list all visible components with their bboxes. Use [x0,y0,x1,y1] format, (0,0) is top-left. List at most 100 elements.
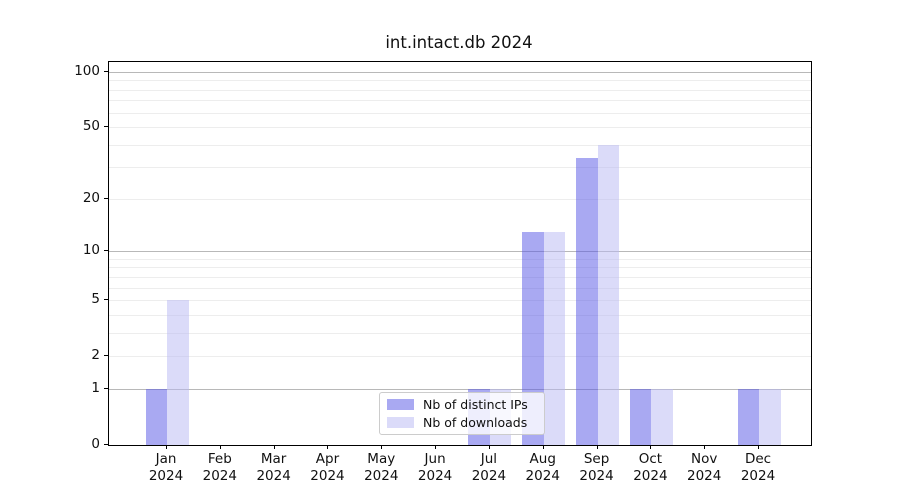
bar-downloads-aug [543,231,566,445]
x-label-month: Feb [207,451,232,467]
y-axis-tick-label: 100 [74,62,100,79]
x-axis-tick [488,445,490,449]
x-axis-tick-label: May 2024 [345,451,417,484]
legend-swatch-downloads [387,417,414,428]
x-label-month: Dec [744,451,772,467]
minor-gridline [109,100,811,102]
x-axis-tick-label: Feb 2024 [184,451,256,484]
legend-item-downloads: Nb of downloads [387,415,536,430]
major-gridline [109,251,811,253]
x-label-year: 2024 [364,467,399,484]
x-label-month: Jul [480,451,498,467]
y-axis-tick-label: 20 [82,189,100,206]
x-label-year: 2024 [148,467,184,484]
x-axis-tick [273,445,275,449]
x-axis-tick-label: Sep 2024 [561,451,633,484]
legend-label-distinct-ips: Nb of distinct IPs [423,397,528,412]
y-axis-tick-label: 0 [91,436,100,452]
x-label-month: May [367,451,396,467]
minor-gridline [109,356,811,358]
y-axis-tick-label: 50 [82,118,100,135]
legend-swatch-distinct-ips [387,399,414,410]
x-label-year: 2024 [633,467,668,484]
x-label-year: 2024 [525,467,560,484]
y-axis-tick [104,387,108,389]
x-axis-tick-label: Jul 2024 [453,451,525,484]
plot-area [108,61,812,446]
bar-downloads-jan [167,300,189,445]
y-axis-tick [104,70,108,72]
x-label-month: Sep [583,451,610,467]
x-axis-tick [219,445,221,449]
x-label-year: 2024 [471,467,507,484]
x-axis-tick-label: Jun 2024 [399,451,471,484]
x-label-month: Mar [260,451,287,467]
x-axis-tick [381,445,383,449]
x-label-year: 2024 [256,467,291,484]
x-axis-tick [758,445,760,449]
y-axis-tick [104,250,108,252]
bar-downloads-oct [651,388,673,445]
x-label-month: Jan [155,451,177,467]
y-axis-tick [104,444,108,445]
bar-distinct-ips-aug [522,231,544,445]
x-label-month: Nov [691,451,718,467]
x-label-year: 2024 [417,467,453,484]
legend-item-distinct-ips: Nb of distinct IPs [387,397,536,412]
legend-label-downloads: Nb of downloads [423,415,528,430]
x-axis-tick [704,445,706,449]
minor-gridline [109,198,811,200]
legend: Nb of distinct IPs Nb of downloads [379,392,545,435]
x-label-month: Aug [529,451,556,467]
x-axis-tick [435,445,437,449]
minor-gridline [109,127,811,129]
minor-gridline [109,267,811,269]
x-label-year: 2024 [687,467,722,484]
minor-gridline [109,167,811,169]
x-axis-tick-label: Aug 2024 [507,451,579,484]
x-axis-tick [166,445,167,449]
x-axis-tick-label: Jan 2024 [130,451,202,484]
bar-distinct-ips-sep [576,157,598,445]
x-axis-tick-label: Dec 2024 [722,451,794,484]
x-axis-tick-label: Oct 2024 [614,451,686,484]
x-label-month: Oct [638,451,663,467]
x-axis-tick [596,445,598,449]
x-label-year: 2024 [202,467,237,484]
minor-gridline [109,89,811,91]
minor-gridline [109,276,811,278]
x-axis-tick-label: Nov 2024 [668,451,740,484]
minor-gridline [109,287,811,289]
y-axis-tick-label: 1 [91,379,100,396]
y-axis-tick [104,355,108,357]
x-axis-tick-label: Apr 2024 [291,451,363,484]
bar-distinct-ips-jan [145,388,167,445]
minor-gridline [109,144,811,146]
minor-gridline [109,332,811,334]
y-axis-tick [104,126,108,128]
chart-title: int.intact.db 2024 [385,33,533,52]
x-axis-tick-label: Mar 2024 [238,451,310,484]
x-label-month: Jun [424,451,446,467]
x-label-year: 2024 [579,467,614,484]
x-label-month: Apr [315,451,340,467]
bar-distinct-ips-dec [737,388,760,445]
y-axis-tick [104,197,108,199]
y-axis-tick-label: 2 [91,347,100,364]
x-axis-tick [327,445,329,449]
bar-downloads-sep [597,144,620,445]
minor-gridline [109,314,811,316]
minor-gridline [109,300,811,302]
x-label-year: 2024 [740,467,776,484]
y-axis-tick-label: 10 [82,242,100,259]
bar-distinct-ips-oct [629,388,652,445]
minor-gridline [109,80,811,82]
major-gridline [109,71,811,73]
x-axis-tick [542,445,544,449]
minor-gridline [109,258,811,260]
y-axis-tick [104,299,108,301]
y-axis-tick-label: 5 [91,291,100,308]
major-gridline [109,388,811,390]
bar-downloads-dec [759,388,781,445]
